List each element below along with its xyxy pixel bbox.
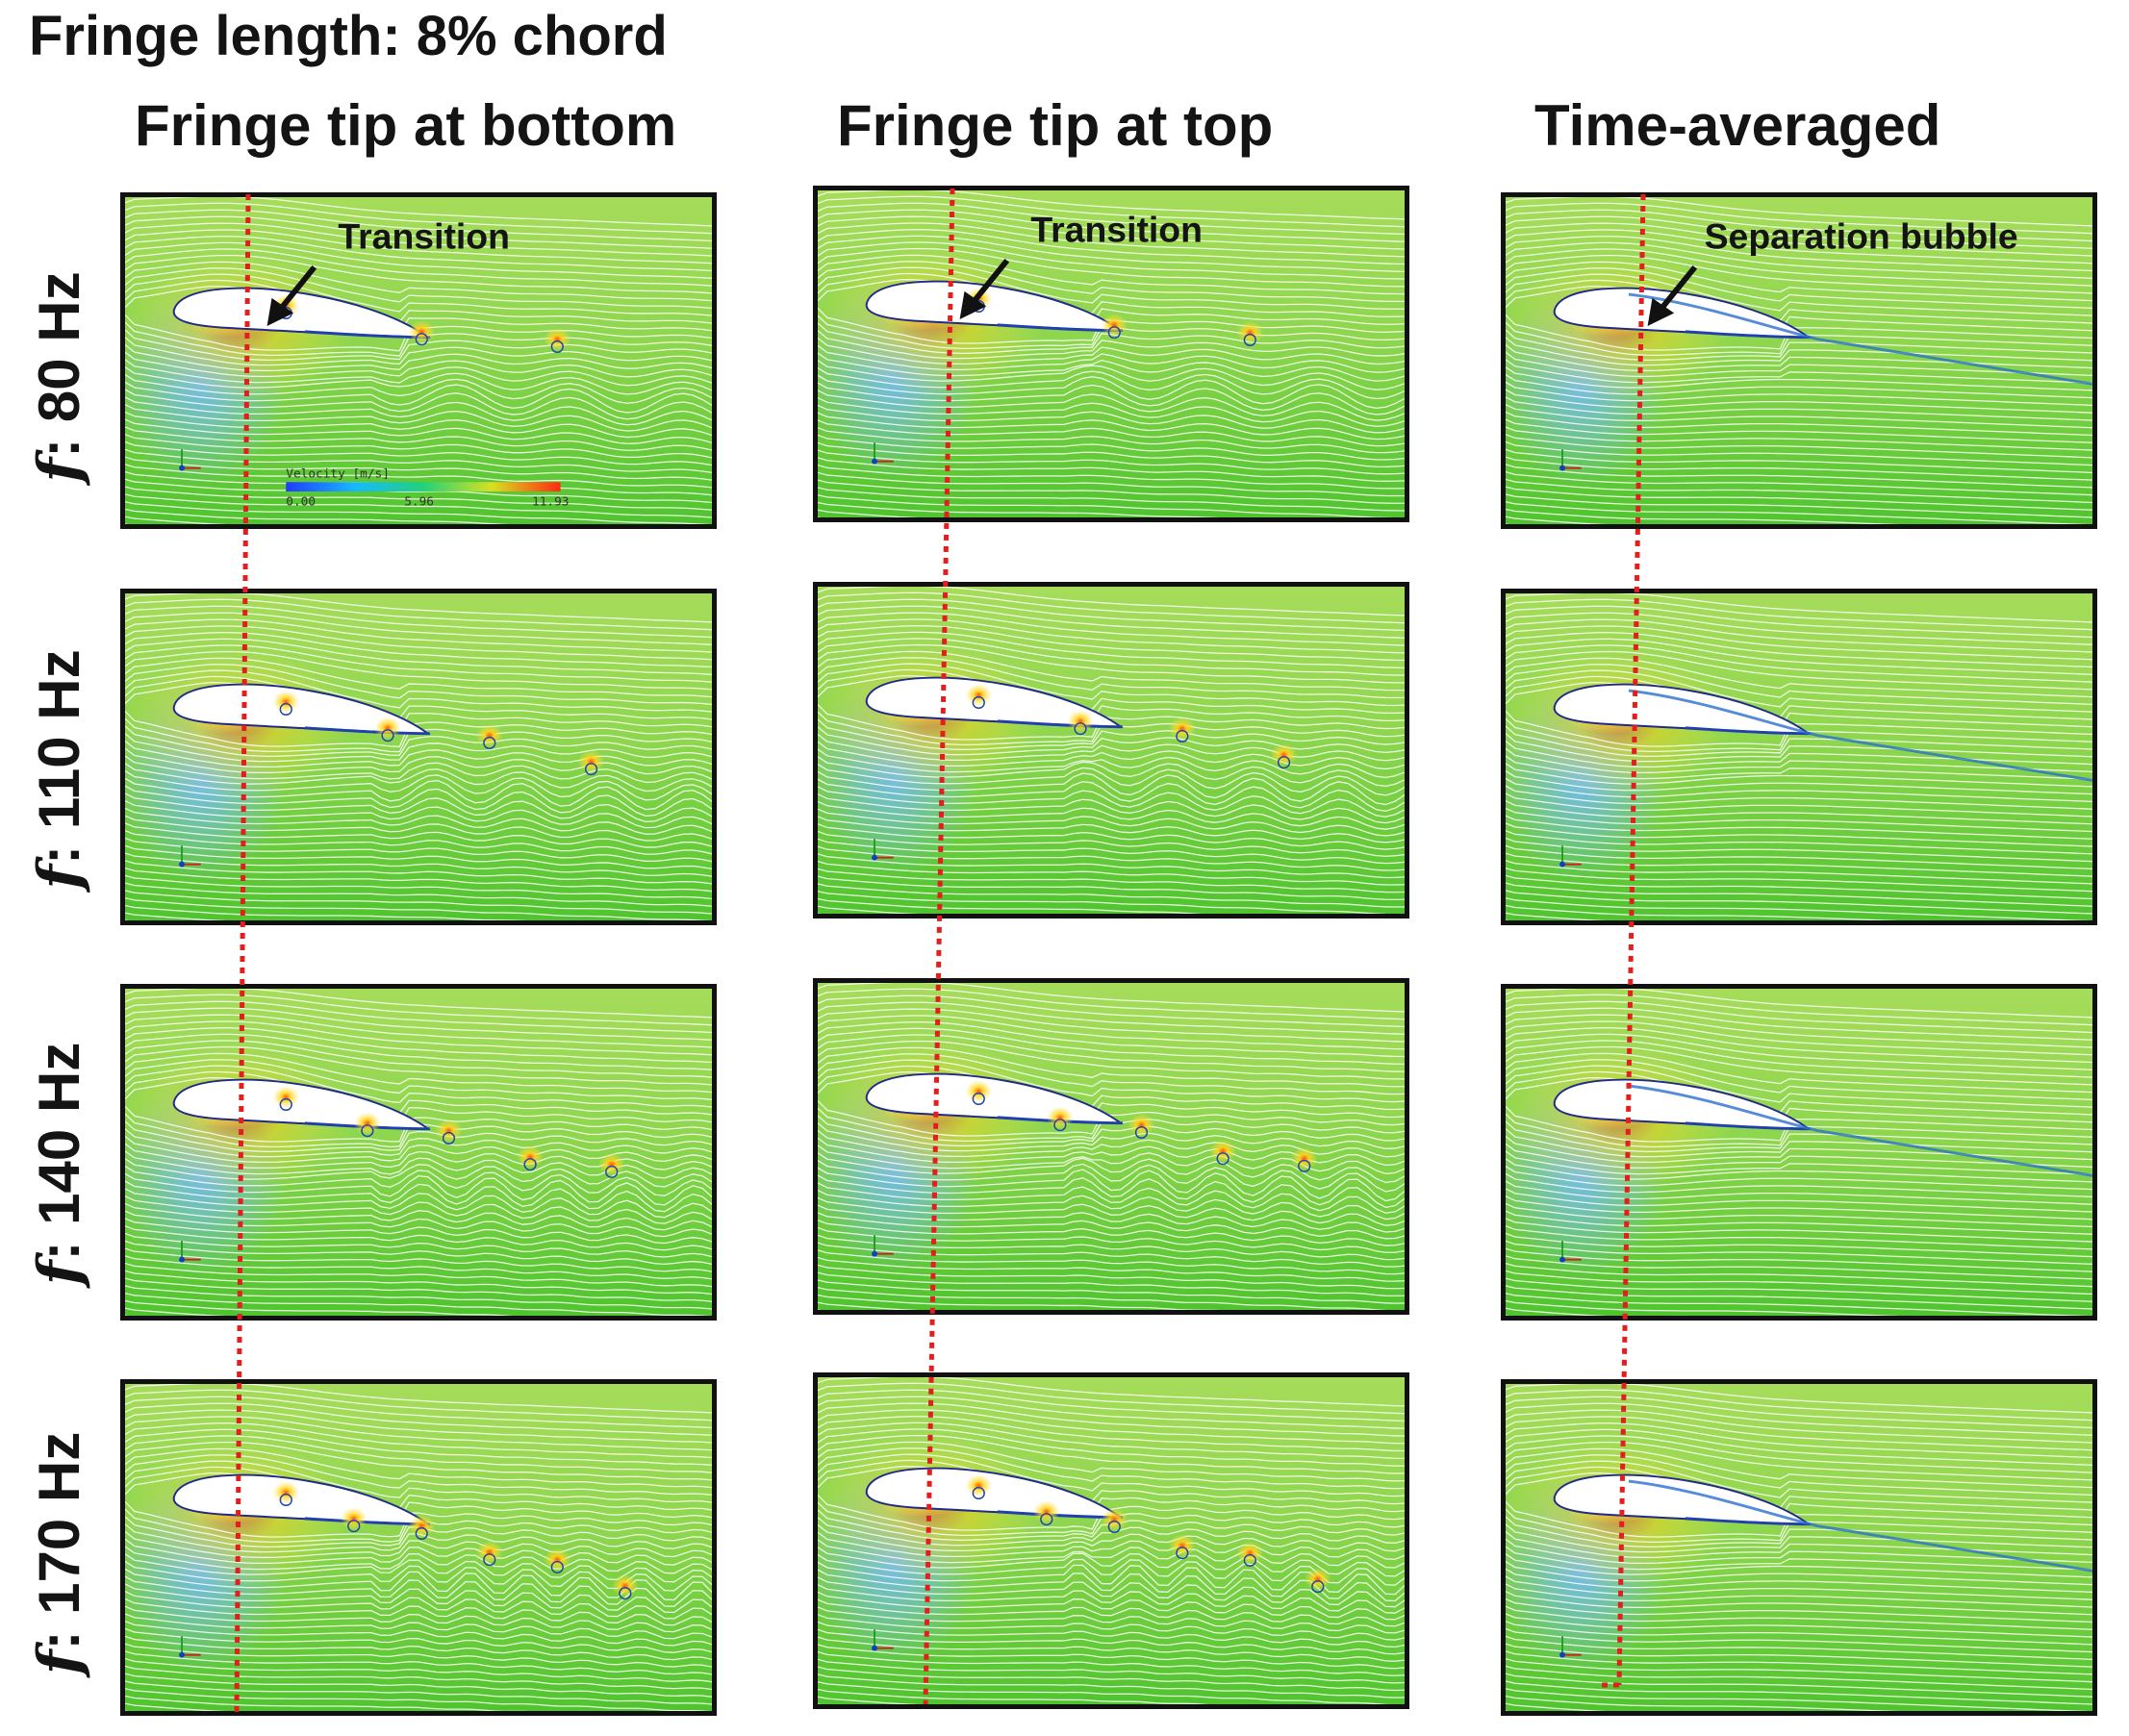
velocity-field — [1506, 989, 2092, 1316]
velocity-field: Velocity [m/s] 0.00 5.96 11.93 Transition — [125, 197, 712, 524]
flow-panel-fringe-bottom-140hz — [120, 984, 717, 1321]
separation-bubble-label: Separation bubble — [1705, 216, 2018, 257]
velocity-field — [125, 593, 712, 920]
annotation-arrow-icon — [266, 265, 317, 327]
velocity-field — [818, 587, 1405, 914]
transition-label: Transition — [338, 216, 510, 257]
flow-panel-time-averaged-110hz — [1501, 589, 2097, 925]
colorbar-max-label: 11.93 — [532, 494, 569, 509]
annotation-arrow-icon — [1647, 265, 1698, 327]
flow-panel-time-averaged-80hz: Separation bubble — [1501, 192, 2097, 529]
velocity-field — [1506, 1384, 2092, 1711]
flow-panel-fringe-top-110hz — [813, 582, 1409, 918]
row-label-110hz: f: 110 Hz — [26, 649, 93, 890]
velocity-field — [818, 1377, 1405, 1704]
colorbar-title-label: Velocity [m/s] — [286, 466, 390, 481]
row-label-170hz: f: 170 Hz — [26, 1431, 93, 1675]
flow-panel-fringe-bottom-80hz: Velocity [m/s] 0.00 5.96 11.93 Transition — [120, 192, 717, 529]
velocity-field: Separation bubble — [1506, 197, 2092, 524]
annotation-arrow-icon — [959, 259, 1010, 320]
row-label-140hz: f: 140 Hz — [26, 1042, 93, 1286]
velocity-field — [1506, 593, 2092, 920]
figure-title: Fringe length: 8% chord — [29, 5, 668, 67]
flow-panel-time-averaged-140hz — [1501, 984, 2097, 1321]
flow-panel-fringe-top-80hz: Transition — [813, 186, 1409, 522]
column-title-time-averaged: Time-averaged — [1534, 93, 1941, 158]
row-label-80hz: f: 80 Hz — [26, 271, 93, 483]
velocity-field: Transition — [818, 190, 1405, 517]
column-title-fringe-top: Fringe tip at top — [837, 93, 1274, 158]
velocity-field — [125, 989, 712, 1316]
column-title-fringe-bottom: Fringe tip at bottom — [135, 93, 677, 158]
flow-panel-fringe-bottom-170hz — [120, 1379, 717, 1716]
colorbar-min-label: 0.00 — [286, 494, 316, 509]
velocity-field — [818, 983, 1405, 1310]
velocity-field — [125, 1384, 712, 1711]
flow-panel-fringe-bottom-110hz — [120, 589, 717, 925]
flow-panel-fringe-top-170hz — [813, 1372, 1409, 1709]
transition-label: Transition — [1030, 210, 1203, 250]
colorbar-mid-label: 5.96 — [404, 494, 434, 509]
flow-panel-time-averaged-170hz — [1501, 1379, 2097, 1716]
flow-panel-fringe-top-140hz — [813, 978, 1409, 1315]
